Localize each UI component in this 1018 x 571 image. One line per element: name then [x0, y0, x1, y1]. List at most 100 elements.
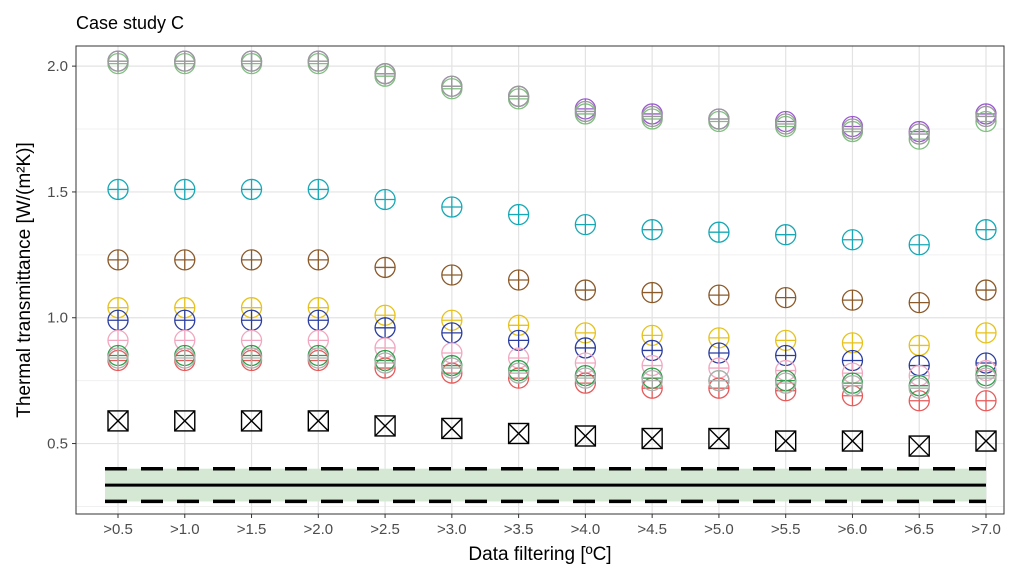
data-point-s10-9	[708, 369, 730, 392]
data-point-s4-3	[307, 249, 329, 271]
data-point-s2-5	[441, 75, 463, 97]
data-point-s10-12	[908, 377, 930, 399]
data-point-s3-6	[507, 203, 530, 226]
data-points	[107, 50, 997, 457]
data-point-s4-10	[775, 286, 797, 309]
data-point-s8-13	[975, 390, 997, 412]
box-point-12	[908, 435, 930, 457]
data-point-s4-13	[975, 279, 997, 301]
box-point-11	[841, 430, 864, 452]
y-tick-label: 2.0	[47, 58, 68, 75]
data-point-s6-5	[441, 322, 463, 344]
box-point-square	[975, 430, 997, 452]
data-point-s4-1	[174, 249, 196, 271]
data-point-s2-3	[307, 50, 329, 72]
x-axis: >0.5 >1.0 >1.5 >2.0 >2.5 >3.0 >3.5 >4.0 >4.5 >5.0…	[103, 514, 1001, 538]
box-point-diag	[307, 410, 329, 432]
reference-band	[105, 466, 986, 504]
box-point-square	[441, 417, 463, 440]
box-point-square	[774, 430, 797, 452]
chart-title: Case study C	[76, 13, 184, 33]
box-point-diag	[374, 415, 396, 437]
x-tick-label: >6.5	[904, 521, 934, 538]
box-point-7	[574, 425, 597, 447]
data-point-s4-8	[641, 281, 663, 304]
data-point-s3-12	[908, 234, 930, 256]
x-tick-label: >2.5	[370, 521, 400, 538]
data-point-s10-1	[174, 347, 196, 369]
x-tick-label: >4.0	[571, 521, 601, 538]
data-point-s10-0	[107, 347, 129, 369]
data-point-s10-7	[574, 367, 597, 389]
data-point-s3-10	[775, 224, 797, 246]
box-point-square	[174, 410, 196, 432]
data-point-s3-2	[240, 178, 263, 201]
data-point-s4-5	[441, 264, 463, 286]
x-tick-label: >5.5	[771, 521, 801, 538]
box-point-diag	[775, 430, 797, 452]
grid	[76, 46, 1004, 514]
data-point-s2-1	[174, 50, 196, 72]
data-point-s2-9	[708, 108, 730, 130]
box-point-8	[641, 427, 663, 450]
data-point-s4-7	[574, 279, 597, 301]
box-point-diag	[441, 417, 463, 439]
x-tick-label: >3.5	[504, 521, 534, 538]
box-point-square	[507, 422, 530, 445]
data-point-s3-1	[174, 178, 196, 201]
data-point-s10-8	[641, 369, 663, 392]
data-point-s10-5	[441, 357, 463, 379]
data-point-s5-13	[975, 322, 997, 344]
box-point-diag	[841, 430, 863, 452]
x-axis-title: Data filtering [ºC]	[468, 544, 611, 565]
data-point-s2-4	[374, 63, 396, 85]
x-tick-label: >2.0	[303, 521, 333, 538]
box-point-square	[574, 425, 597, 447]
x-tick-label: >0.5	[103, 521, 133, 538]
box-point-square	[307, 410, 330, 432]
y-tick-label: 1.0	[47, 310, 68, 327]
data-point-s3-13	[975, 219, 997, 241]
data-point-s6-2	[240, 309, 263, 331]
box-point-diag	[908, 435, 930, 457]
data-point-s3-0	[107, 178, 129, 201]
box-point-9	[708, 427, 730, 450]
box-point-square	[908, 435, 930, 457]
data-point-s3-8	[641, 219, 663, 241]
box-point-diag	[975, 430, 997, 452]
data-point-s3-11	[841, 229, 864, 251]
box-point-diag	[174, 410, 196, 432]
y-axis-title: Thermal transmittance [W/(m²K)]	[14, 142, 35, 418]
y-axis: 0.5 1.0 1.5 2.0	[47, 58, 76, 453]
data-point-s2-10	[775, 113, 797, 135]
box-point-10	[774, 430, 797, 452]
data-point-s2-8	[641, 105, 663, 128]
y-tick-label: 1.5	[47, 184, 68, 201]
data-point-s4-9	[708, 284, 730, 306]
data-point-s6-4	[374, 317, 396, 339]
box-point-square	[841, 430, 864, 452]
data-point-s10-10	[775, 372, 797, 394]
box-point-square	[107, 410, 129, 432]
box-point-4	[374, 415, 396, 437]
x-tick-label: >5.0	[704, 521, 734, 538]
data-point-s3-5	[441, 196, 463, 218]
data-point-s4-12	[908, 291, 930, 314]
box-point-diag	[508, 422, 530, 444]
data-point-s2-2	[240, 50, 263, 72]
x-tick-label: >7.0	[971, 521, 1001, 538]
box-point-square	[708, 427, 730, 450]
box-point-square	[240, 410, 263, 432]
box-point-square	[641, 427, 663, 450]
data-point-s2-12	[908, 123, 930, 145]
data-point-s3-3	[307, 178, 329, 201]
y-tick-label: 0.5	[47, 436, 68, 453]
box-point-5	[441, 417, 463, 440]
box-point-diag	[107, 410, 129, 432]
data-point-s2-6	[507, 85, 530, 107]
data-point-s3-7	[574, 213, 597, 236]
data-point-s2-11	[841, 118, 864, 140]
data-point-s10-6	[507, 362, 530, 384]
box-point-3	[307, 410, 330, 432]
data-point-s5-12	[908, 334, 930, 357]
